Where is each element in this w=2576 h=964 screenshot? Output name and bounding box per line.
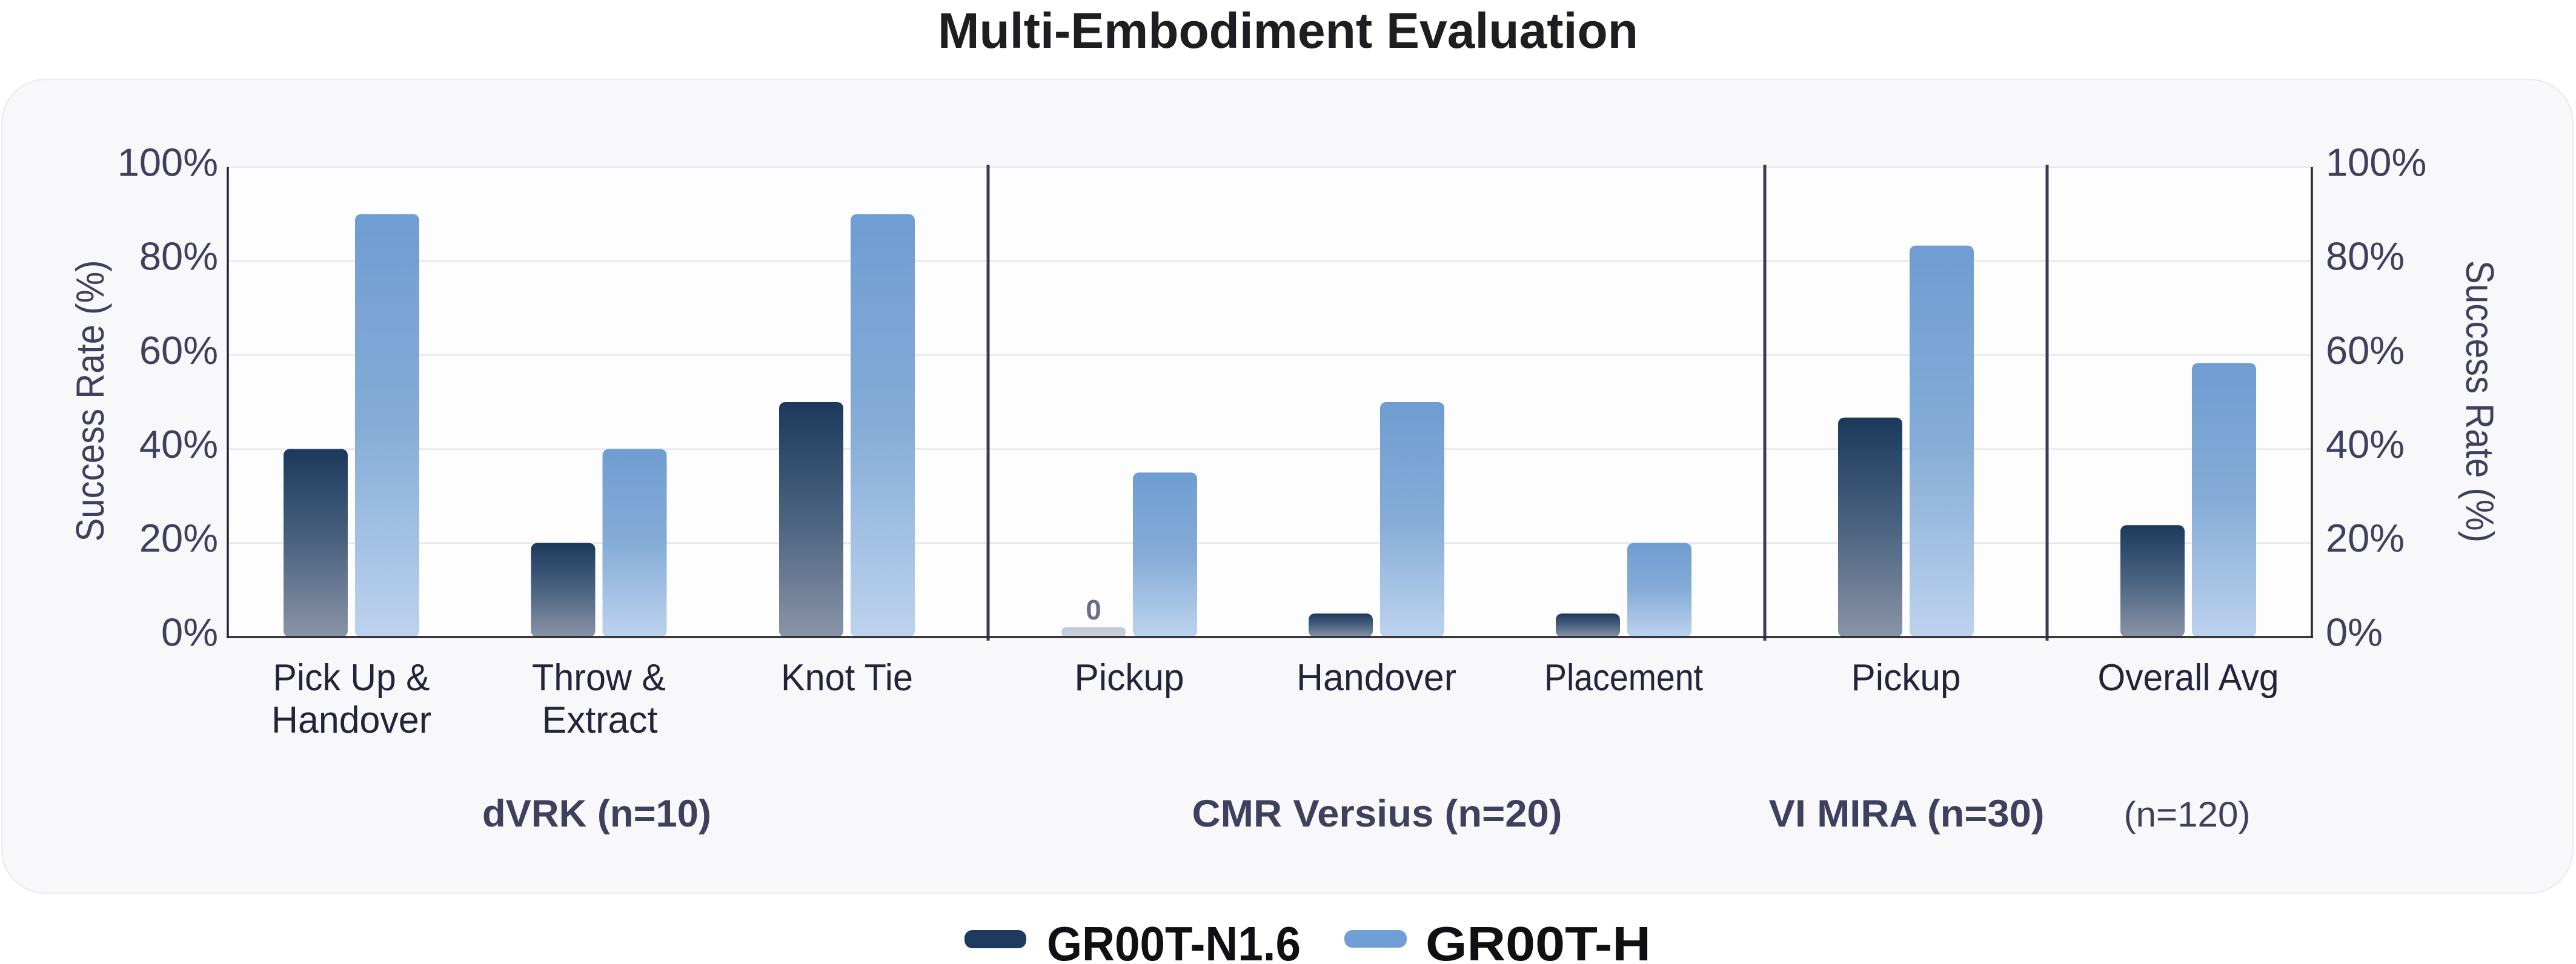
svg-text:Overall Avg: Overall Avg (2098, 657, 2279, 699)
svg-text:Success Rate (%): Success Rate (%) (68, 260, 112, 542)
svg-text:Placement: Placement (1544, 657, 1703, 699)
svg-text:100%: 100% (2326, 140, 2426, 184)
svg-text:80%: 80% (2326, 234, 2405, 279)
svg-text:Knot Tie: Knot Tie (781, 657, 913, 699)
svg-text:Multi-Embodiment Evaluation: Multi-Embodiment Evaluation (938, 2, 1638, 59)
svg-text:60%: 60% (2326, 328, 2405, 372)
svg-text:40%: 40% (139, 422, 218, 466)
svg-text:(n=120): (n=120) (2124, 795, 2251, 834)
svg-text:dVRK (n=10): dVRK (n=10) (482, 793, 711, 835)
svg-text:Pick Up &: Pick Up & (273, 657, 430, 699)
svg-text:80%: 80% (139, 234, 218, 279)
svg-text:GR00T-N1.6: GR00T-N1.6 (1047, 917, 1301, 964)
svg-text:0%: 0% (2326, 610, 2383, 654)
svg-text:Pickup: Pickup (1851, 657, 1961, 699)
svg-text:0: 0 (1086, 594, 1101, 626)
svg-text:Handover: Handover (1296, 657, 1456, 699)
svg-text:40%: 40% (2326, 422, 2405, 466)
svg-text:0%: 0% (161, 610, 218, 654)
svg-text:GR00T-H: GR00T-H (1426, 917, 1651, 964)
svg-text:60%: 60% (139, 328, 218, 372)
svg-text:CMR Versius (n=20): CMR Versius (n=20) (1192, 793, 1562, 835)
svg-text:20%: 20% (2326, 516, 2405, 560)
svg-text:20%: 20% (139, 516, 218, 560)
svg-text:Pickup: Pickup (1075, 657, 1184, 699)
svg-text:Success Rate (%): Success Rate (%) (2458, 260, 2502, 543)
svg-text:Throw &: Throw & (532, 657, 666, 699)
svg-text:Handover: Handover (271, 699, 431, 741)
svg-text:100%: 100% (118, 140, 218, 184)
svg-text:VI MIRA (n=30): VI MIRA (n=30) (1769, 793, 2045, 835)
svg-text:Extract: Extract (542, 699, 658, 741)
